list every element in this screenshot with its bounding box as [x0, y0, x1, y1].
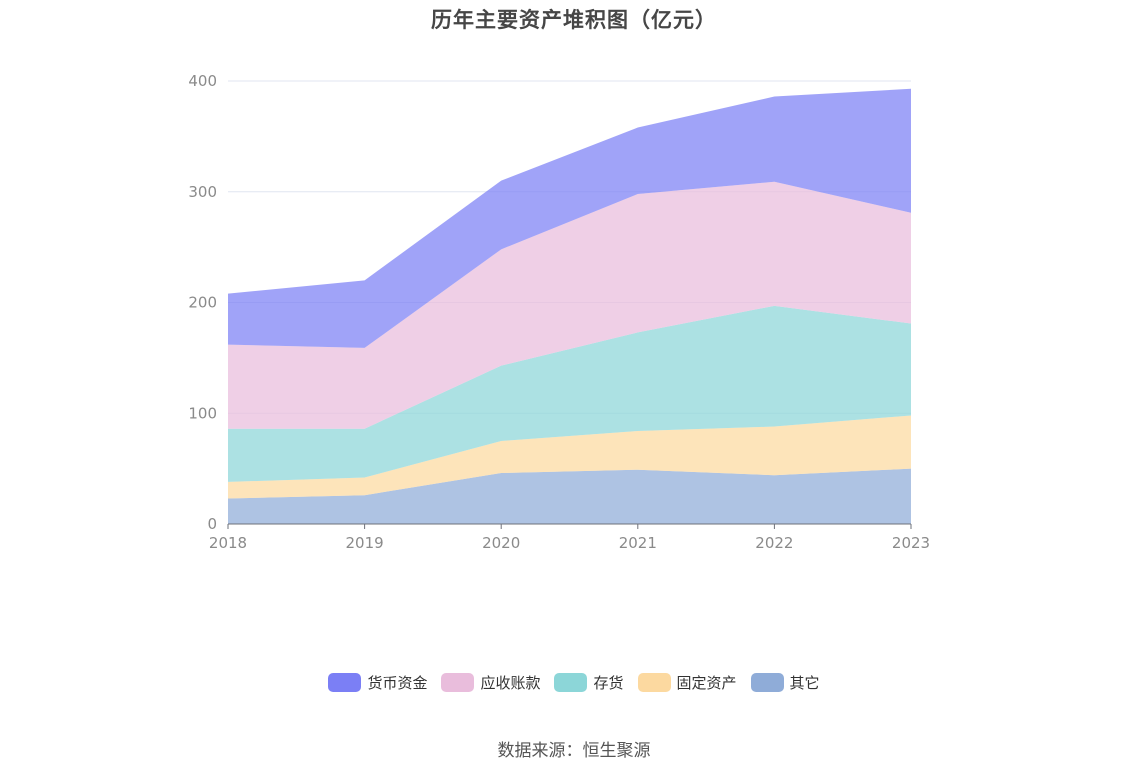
x-tick-label: 2021	[619, 534, 657, 552]
legend-item[interactable]: 货币资金	[328, 672, 427, 693]
y-tick-label: 0	[207, 515, 217, 533]
chart-legend: 货币资金 应收账款 存货 固定资产 其它	[0, 672, 1148, 693]
legend-label: 货币资金	[367, 674, 428, 692]
axes: 0 100 200 300 400 2018 2019 2020 2021 2022 2023	[188, 72, 930, 552]
y-tick-label: 400	[188, 72, 217, 90]
x-tick-label: 2020	[482, 534, 520, 552]
area-series-0[interactable]	[228, 468, 911, 524]
legend-swatch	[637, 673, 671, 692]
legend-item[interactable]: 固定资产	[637, 672, 737, 693]
legend-swatch	[750, 673, 784, 692]
x-tick-label: 2023	[892, 534, 930, 552]
legend-label: 固定资产	[676, 674, 737, 692]
legend-label: 其它	[789, 674, 820, 692]
area-series-3[interactable]	[228, 181, 911, 429]
legend-swatch	[554, 673, 588, 692]
legend-label: 应收账款	[480, 674, 541, 692]
legend-item[interactable]: 存货	[554, 672, 624, 693]
x-tick-label: 2019	[346, 534, 384, 552]
x-tick-label: 2022	[755, 534, 793, 552]
legend-item[interactable]: 其它	[750, 672, 820, 693]
y-tick-label: 100	[188, 404, 217, 422]
x-tick-label: 2018	[209, 534, 247, 552]
chart-title: 历年主要资产堆积图（亿元）	[431, 8, 717, 32]
y-tick-label: 200	[188, 294, 217, 312]
area-series	[228, 88, 911, 524]
legend-swatch	[441, 673, 475, 692]
area-series-4[interactable]	[228, 88, 911, 348]
y-tick-label: 300	[188, 183, 217, 201]
legend-item[interactable]: 应收账款	[441, 672, 540, 693]
source-note: 数据来源：恒生聚源	[497, 741, 651, 761]
legend-swatch	[328, 673, 362, 692]
area-series-1[interactable]	[228, 415, 911, 499]
legend-label: 存货	[593, 674, 624, 692]
area-series-2[interactable]	[228, 305, 911, 482]
